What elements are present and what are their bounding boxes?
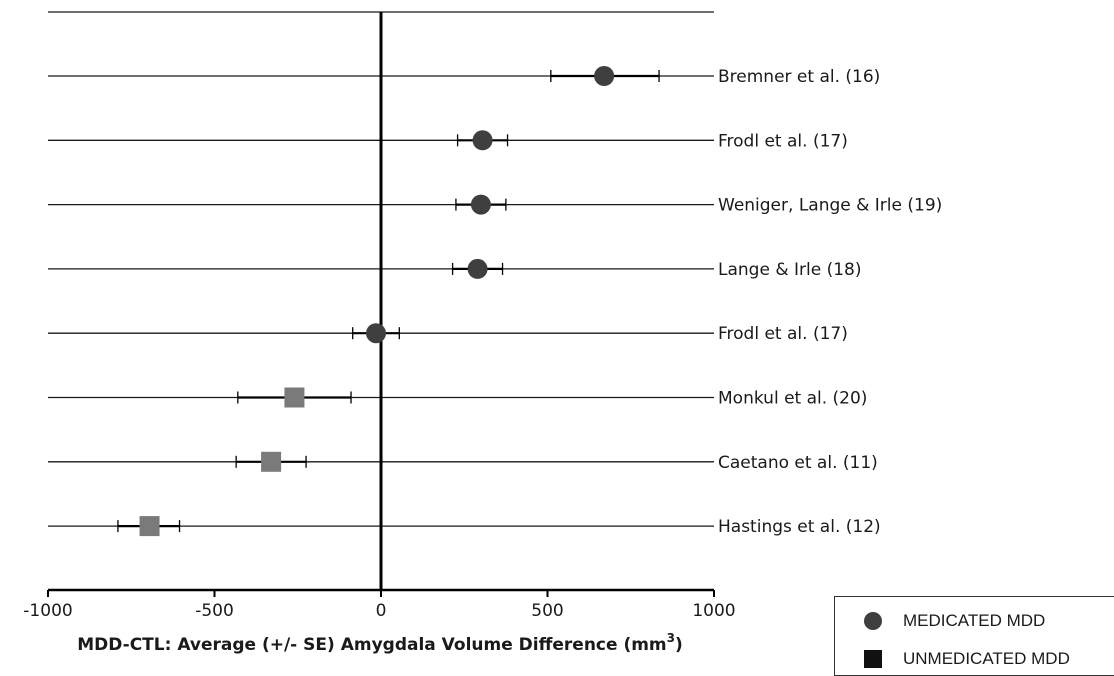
legend-label-medicated: MEDICATED MDD [903, 611, 1046, 630]
x-axis-ticks: -1000 -500 0 500 1000 [23, 590, 736, 621]
square-marker [139, 516, 160, 537]
study-label: Bremner et al. (16) [718, 67, 880, 87]
x-tick-label: -1000 [23, 601, 72, 621]
study-label: Frodl et al. (17) [718, 324, 848, 344]
circle-marker [594, 66, 615, 86]
legend-label-unmedicated: UNMEDICATED MDD [903, 649, 1070, 668]
study-label: Lange & Irle (18) [718, 260, 861, 280]
study-label: Weniger, Lange & Irle (19) [718, 196, 942, 216]
study-label: Hastings et al. (12) [718, 517, 881, 537]
legend-item-unmedicated: UNMEDICATED MDD [835, 649, 1070, 669]
square-marker [284, 387, 305, 408]
study-label: Monkul et al. (20) [718, 389, 867, 409]
x-tick-label: -500 [195, 601, 234, 621]
square-marker-icon [864, 650, 882, 668]
circle-marker [472, 130, 493, 151]
axes [48, 12, 714, 592]
x-tick-label: 1000 [692, 601, 735, 621]
circle-marker [366, 323, 387, 344]
forest-plot: Bremner et al. (16) Frodl et al. (17) Weni… [23, 11, 942, 655]
circle-marker [470, 194, 491, 215]
study-markers [139, 66, 615, 537]
study-labels: Bremner et al. (16) Frodl et al. (17) Weni… [718, 67, 942, 537]
circle-marker-icon [864, 612, 882, 630]
study-label: Caetano et al. (11) [718, 453, 878, 473]
square-marker [261, 451, 282, 472]
legend-item-medicated: MEDICATED MDD [835, 611, 1045, 631]
error-bars [117, 70, 660, 533]
legend: MEDICATED MDD UNMEDICATED MDD [834, 596, 1114, 676]
study-label: Frodl et al. (17) [718, 131, 848, 151]
x-tick-label: 500 [531, 601, 563, 621]
x-tick-label: 0 [376, 601, 387, 621]
circle-marker [467, 258, 488, 279]
x-axis-label: MDD-CTL: Average (+/- SE) Amygdala Volum… [77, 631, 683, 655]
